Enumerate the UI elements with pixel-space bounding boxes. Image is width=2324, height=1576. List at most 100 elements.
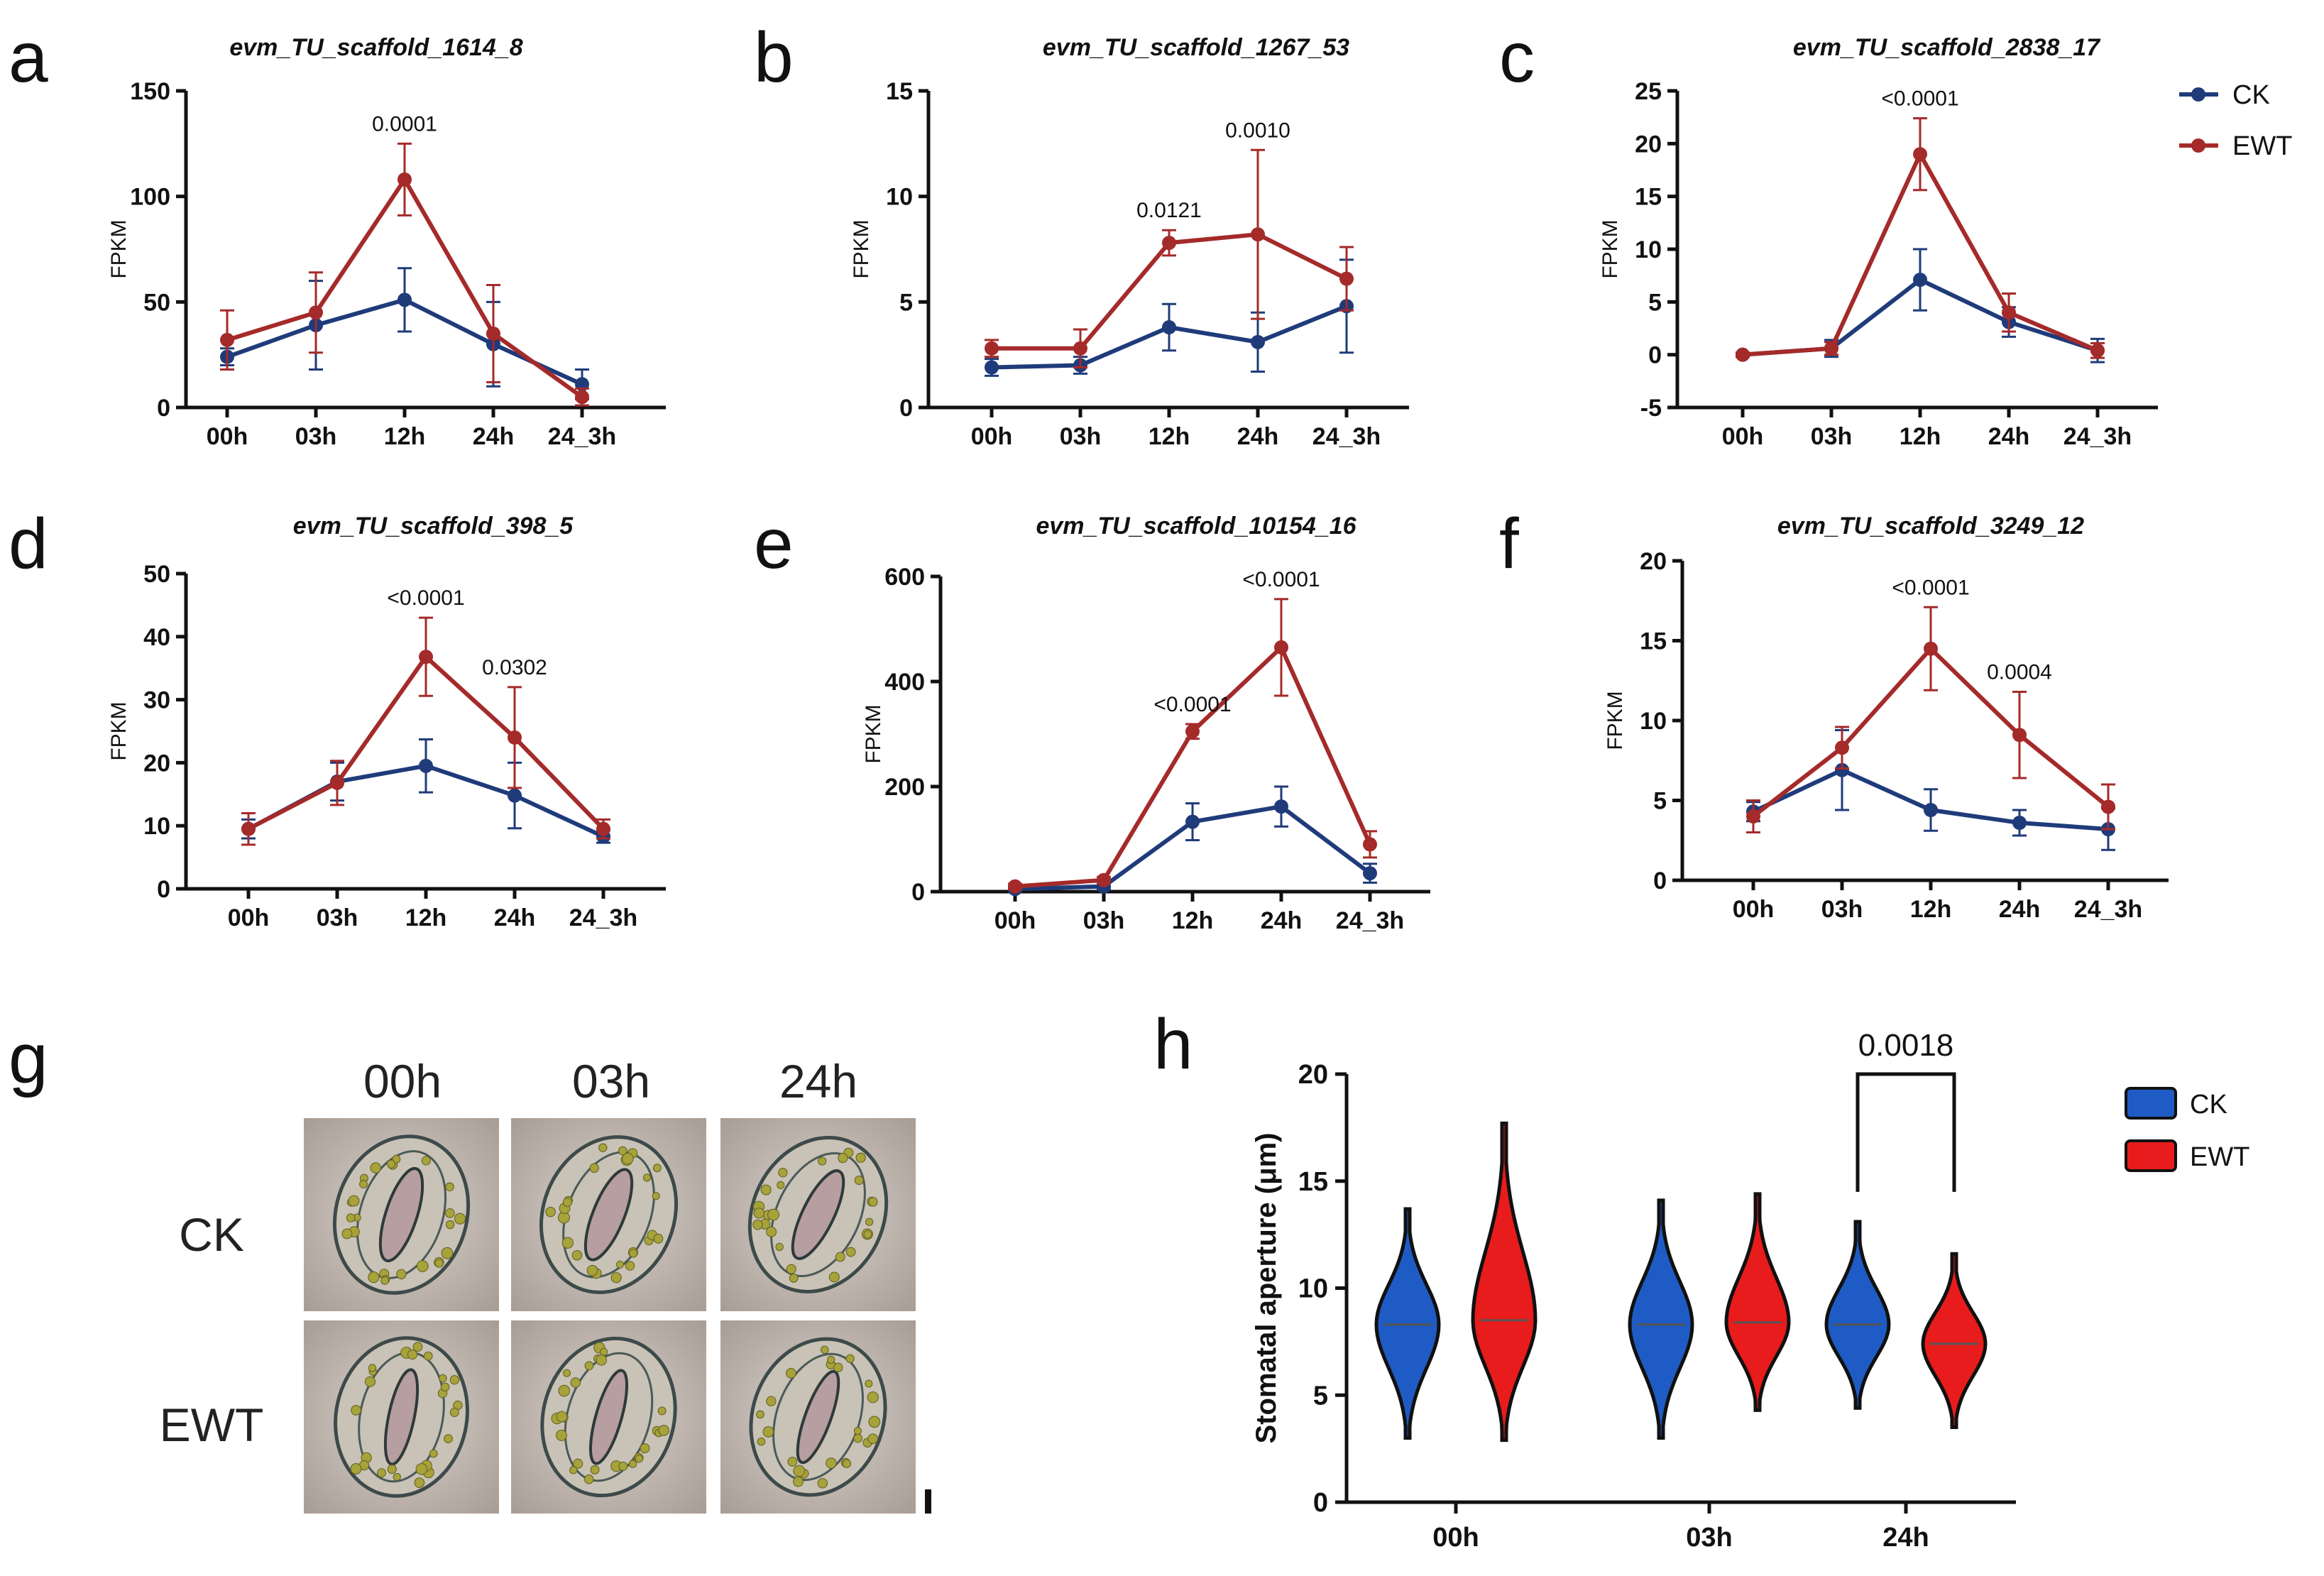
data-point: [2101, 799, 2115, 814]
chloroplast: [414, 1477, 425, 1489]
chloroplast: [348, 1195, 360, 1207]
y-tick-label: 5: [1653, 788, 1667, 815]
data-point: [1824, 341, 1838, 356]
chloroplast: [556, 1411, 568, 1423]
chloroplast: [826, 1457, 837, 1469]
stoma: [749, 1337, 887, 1497]
chloroplast: [786, 1367, 796, 1379]
y-tick-label: 40: [143, 624, 170, 651]
x-tick-label: 03h: [1686, 1523, 1732, 1553]
data-point: [2002, 305, 2016, 320]
series-ck: [1008, 785, 1377, 897]
chloroplast: [787, 1457, 798, 1467]
legend-top: CK EWT: [2179, 80, 2292, 161]
chloroplast: [386, 1159, 396, 1169]
y-tick-label: 0: [1648, 342, 1662, 369]
y-tick-label: 25: [1635, 78, 1662, 105]
y-axis-label: FPKM: [107, 219, 131, 278]
data-point: [419, 758, 433, 773]
chloroplast: [377, 1468, 386, 1478]
legend-label-ck: CK: [2232, 80, 2270, 110]
panel-letter-c: c: [1499, 18, 1535, 97]
chloroplast: [793, 1476, 804, 1487]
chloroplast: [835, 1252, 845, 1262]
x-tick-label: 00h: [994, 907, 1036, 934]
series-ck: [1746, 729, 2115, 851]
violin-body: [1374, 1207, 1441, 1440]
data-point: [486, 326, 500, 341]
series-ewt: [1736, 117, 2105, 362]
violin-body: [1471, 1121, 1538, 1443]
line-chart-d: evm_TU_scaffold_398_5 FPKM 0 10 20 30 40 50 00h 0…: [107, 513, 666, 931]
p-value-annotation: <0.0001: [387, 586, 464, 610]
chloroplast: [370, 1162, 381, 1173]
x-tick-label: 00h: [228, 904, 270, 931]
chloroplast: [845, 1247, 856, 1257]
chloroplast: [556, 1429, 567, 1441]
chloroplast: [615, 1260, 624, 1269]
micrograph-cell-ewt-00h: [304, 1320, 499, 1514]
chloroplast: [368, 1364, 377, 1372]
data-point: [2012, 728, 2027, 743]
y-tick-label: 10: [143, 813, 170, 840]
legend-h-label-ewt: EWT: [2190, 1142, 2249, 1172]
micrograph-cell-ewt-03h: [511, 1320, 706, 1514]
stomatal-pore: [583, 1168, 634, 1262]
legend-marker-ewt: [2191, 138, 2205, 153]
y-axis-label: FPKM: [862, 704, 885, 763]
y-tick-label: 20: [1298, 1060, 1328, 1090]
chloroplast: [583, 1474, 594, 1484]
y-tick-label: 0: [157, 395, 170, 422]
legend-h-label-ck: CK: [2190, 1090, 2227, 1120]
chloroplast: [775, 1242, 784, 1252]
chloroplast: [590, 1465, 600, 1474]
chloroplast: [652, 1164, 662, 1173]
chloroplast: [445, 1220, 455, 1230]
y-tick-label: 50: [143, 289, 170, 316]
chloroplast: [855, 1152, 866, 1163]
micrograph-cell-ck-03h: [511, 1118, 706, 1311]
chloroplast: [416, 1260, 429, 1272]
x-tick-label: 03h: [1083, 907, 1125, 934]
chloroplast: [415, 1463, 428, 1475]
series-ewt: [985, 148, 1354, 369]
chart-title: evm_TU_scaffold_3249_12: [1777, 513, 2084, 540]
data-point: [309, 305, 323, 320]
data-point: [1073, 341, 1087, 356]
data-point: [1185, 814, 1200, 829]
p-value-annotation: 0.0018: [1858, 1028, 1954, 1063]
x-tick-label: 24h: [1988, 423, 2030, 450]
x-tick-label: 24_3h: [548, 423, 616, 450]
chloroplast: [368, 1271, 380, 1284]
data-point: [1363, 837, 1377, 852]
violin-ewt-03h: [1724, 1192, 1791, 1412]
chloroplast: [838, 1152, 848, 1164]
series-ewt: [241, 616, 610, 846]
legend-h-swatch-ewt: [2125, 1139, 2177, 1172]
y-tick-label: 20: [143, 750, 170, 777]
series-ck: [1736, 248, 2105, 363]
data-point: [1162, 320, 1176, 335]
y-tick-label: 30: [143, 687, 170, 714]
x-tick-label: 24h: [1999, 896, 2041, 923]
chloroplast: [757, 1437, 766, 1446]
x-tick-label: 00h: [971, 423, 1013, 450]
chloroplast: [756, 1410, 764, 1419]
data-point: [1913, 147, 1927, 162]
data-point: [220, 332, 234, 347]
chloroplast: [449, 1375, 460, 1385]
y-tick-label: 0: [1653, 868, 1667, 894]
x-tick-label: 12h: [405, 904, 447, 931]
chloroplast: [610, 1272, 622, 1284]
legend-h: CK EWT: [2125, 1087, 2249, 1172]
p-value-annotation: <0.0001: [1153, 693, 1231, 716]
chloroplast: [441, 1247, 454, 1259]
chloroplast: [444, 1208, 455, 1218]
micrograph-panel: 00h 03h 24h CK EWT: [160, 1055, 931, 1514]
y-axis-label: FPKM: [1604, 691, 1627, 750]
chloroplast: [640, 1443, 650, 1454]
chloroplast: [777, 1181, 785, 1189]
line-chart-f: evm_TU_scaffold_3249_12 FPKM 0 5 10 15 20 00h 03…: [1604, 513, 2169, 923]
data-point: [985, 360, 999, 375]
chart-title: evm_TU_scaffold_10154_16: [1036, 513, 1356, 540]
